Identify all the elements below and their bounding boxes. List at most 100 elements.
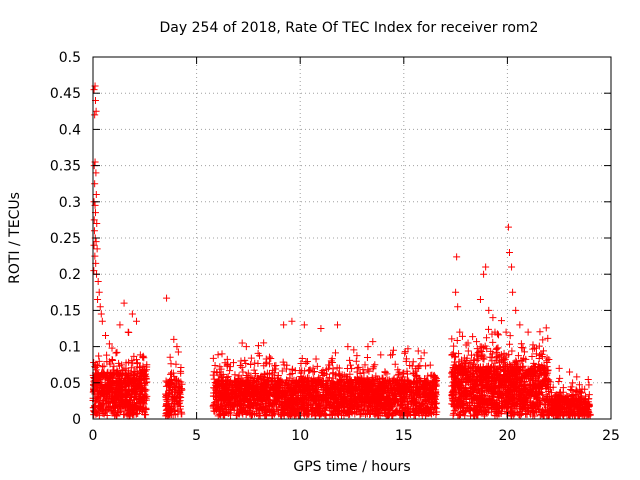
data-point bbox=[365, 379, 373, 387]
data-point bbox=[270, 400, 278, 408]
data-point bbox=[268, 412, 276, 420]
data-point bbox=[364, 399, 372, 407]
data-point bbox=[250, 366, 258, 374]
data-point bbox=[108, 392, 116, 400]
data-point bbox=[289, 407, 297, 415]
data-point bbox=[474, 363, 482, 371]
data-point bbox=[136, 393, 144, 401]
data-point bbox=[509, 384, 517, 392]
data-point bbox=[281, 408, 289, 416]
data-point bbox=[236, 389, 244, 397]
data-point bbox=[361, 361, 369, 369]
data-point bbox=[174, 407, 182, 415]
data-point bbox=[531, 412, 539, 420]
data-point bbox=[374, 411, 382, 419]
data-point bbox=[535, 406, 543, 414]
data-point bbox=[506, 396, 514, 404]
data-point bbox=[361, 387, 369, 395]
data-point bbox=[312, 355, 320, 363]
data-point bbox=[452, 406, 460, 414]
data-point bbox=[126, 409, 134, 417]
data-point bbox=[212, 392, 220, 400]
data-point bbox=[405, 408, 413, 416]
data-point bbox=[412, 406, 420, 414]
data-point bbox=[218, 350, 226, 358]
data-point bbox=[326, 361, 334, 369]
data-point bbox=[535, 373, 543, 381]
data-point bbox=[255, 405, 263, 413]
data-point bbox=[237, 374, 245, 382]
data-point bbox=[213, 378, 221, 386]
data-point bbox=[448, 335, 456, 343]
data-point bbox=[109, 356, 117, 364]
data-point bbox=[125, 358, 133, 366]
data-point bbox=[421, 405, 429, 413]
data-point bbox=[322, 412, 330, 420]
data-point bbox=[495, 331, 503, 339]
data-point bbox=[329, 388, 337, 396]
data-point bbox=[122, 404, 130, 412]
data-point bbox=[353, 364, 361, 372]
data-point bbox=[132, 390, 140, 398]
data-point bbox=[139, 393, 147, 401]
data-point bbox=[218, 377, 226, 385]
data-point bbox=[355, 363, 363, 371]
data-point bbox=[584, 376, 592, 384]
data-point bbox=[132, 374, 140, 382]
data-point bbox=[176, 397, 184, 405]
data-point bbox=[209, 371, 217, 379]
data-point bbox=[530, 368, 538, 376]
data-point bbox=[331, 349, 339, 357]
data-point bbox=[162, 402, 170, 410]
data-point bbox=[102, 374, 110, 382]
data-point bbox=[530, 359, 538, 367]
data-point bbox=[132, 383, 140, 391]
data-point bbox=[268, 377, 276, 385]
data-point bbox=[472, 368, 480, 376]
data-point bbox=[315, 408, 323, 416]
data-point bbox=[492, 382, 500, 390]
data-point bbox=[323, 402, 331, 410]
data-point bbox=[493, 370, 501, 378]
data-point bbox=[113, 386, 121, 394]
data-point bbox=[109, 397, 117, 405]
data-point bbox=[318, 369, 326, 377]
data-point bbox=[511, 361, 519, 369]
data-point bbox=[331, 407, 339, 415]
data-point bbox=[414, 347, 422, 355]
data-point bbox=[242, 376, 250, 384]
data-point bbox=[541, 369, 549, 377]
data-point bbox=[516, 411, 524, 419]
data-point bbox=[497, 383, 505, 391]
data-point bbox=[219, 410, 227, 418]
data-point bbox=[542, 391, 550, 399]
data-point bbox=[128, 357, 136, 365]
data-point bbox=[272, 361, 280, 369]
data-point bbox=[223, 381, 231, 389]
data-point bbox=[479, 378, 487, 386]
data-point bbox=[409, 404, 417, 412]
data-point bbox=[409, 358, 417, 366]
data-point bbox=[417, 355, 425, 363]
data-point bbox=[299, 378, 307, 386]
data-point bbox=[526, 371, 534, 379]
data-point bbox=[98, 400, 106, 408]
data-point bbox=[515, 379, 523, 387]
data-point bbox=[105, 372, 113, 380]
data-point bbox=[489, 338, 497, 346]
data-point bbox=[464, 347, 472, 355]
data-point bbox=[348, 385, 356, 393]
data-point bbox=[345, 410, 353, 418]
data-point bbox=[135, 403, 143, 411]
data-point bbox=[305, 367, 313, 375]
data-point bbox=[452, 377, 460, 385]
data-point bbox=[390, 389, 398, 397]
data-point bbox=[506, 340, 514, 348]
data-point bbox=[486, 353, 494, 361]
data-point bbox=[524, 397, 532, 405]
data-point bbox=[453, 364, 461, 372]
data-point bbox=[254, 396, 262, 404]
data-point bbox=[430, 379, 438, 387]
data-point bbox=[456, 401, 464, 409]
